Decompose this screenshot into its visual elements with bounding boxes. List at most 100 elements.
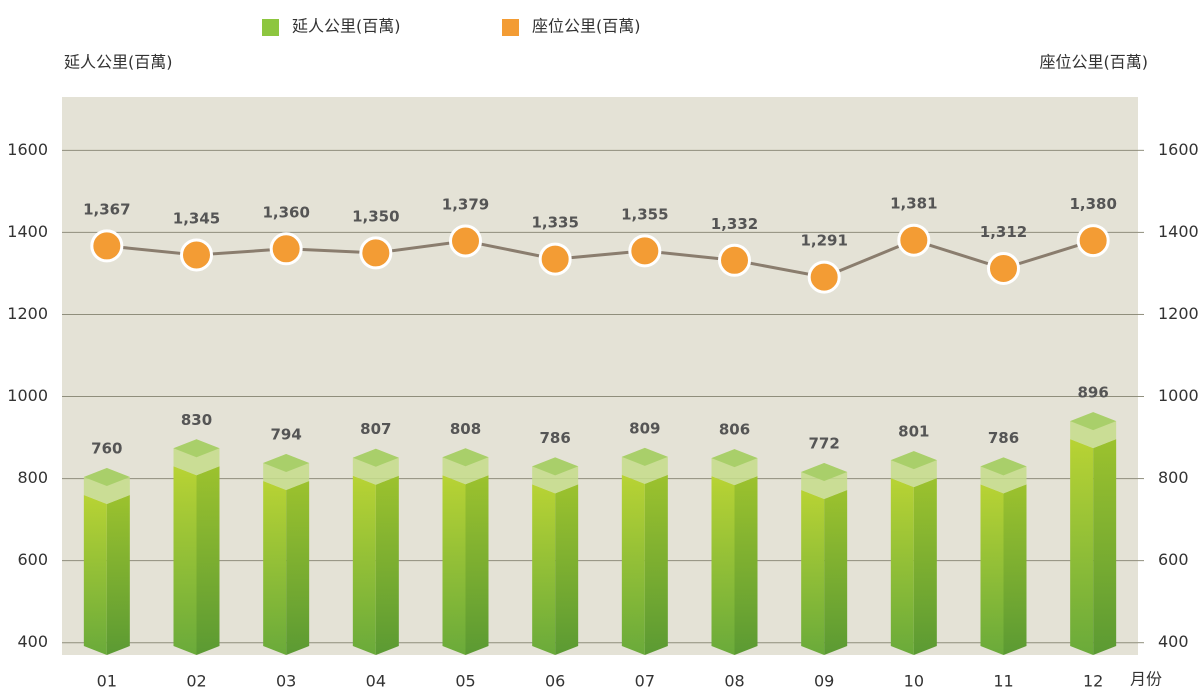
point xyxy=(90,229,124,263)
data-label: 794 xyxy=(271,426,302,444)
y2-tick-label: 800 xyxy=(1158,468,1189,487)
data-label: 1,379 xyxy=(442,196,489,214)
x-tick-label: 08 xyxy=(724,672,744,689)
bar-cap-top xyxy=(980,457,1027,476)
legend-swatch xyxy=(502,19,519,36)
bar-right xyxy=(375,475,399,655)
bar-cap-top xyxy=(442,448,489,467)
y-tick-label: 1000 xyxy=(7,386,48,405)
bar-left xyxy=(352,475,376,655)
data-label: 760 xyxy=(91,439,122,457)
bar-cap-top xyxy=(83,467,130,486)
x-tick-label: 02 xyxy=(186,672,206,689)
point xyxy=(987,252,1020,286)
data-label: 1,335 xyxy=(531,214,578,232)
bar-cap-top xyxy=(263,454,310,473)
bar xyxy=(173,439,220,655)
bar-left xyxy=(1070,439,1094,655)
bar-cap-top xyxy=(1070,412,1117,431)
bar-cap-top xyxy=(801,463,848,482)
y2-axis-label: 座位公里(百萬) xyxy=(1040,53,1149,72)
legend-swatch xyxy=(262,19,279,36)
x-tick-label: 12 xyxy=(1083,672,1103,689)
point xyxy=(538,242,572,276)
bar-cap-top xyxy=(621,447,668,466)
y-tick-label: 400 xyxy=(17,632,48,651)
bar-left xyxy=(442,475,466,655)
data-label: 1,291 xyxy=(800,232,847,250)
point xyxy=(897,223,931,257)
data-label: 896 xyxy=(1078,384,1109,402)
bar xyxy=(352,448,399,655)
x-axis-label: 月份 xyxy=(1130,670,1162,689)
bar-left xyxy=(980,484,1004,655)
bar xyxy=(442,448,489,655)
data-label: 801 xyxy=(898,423,929,441)
y2-tick-label: 600 xyxy=(1158,550,1189,569)
bar-cap-top xyxy=(532,457,579,476)
bar-cap-top xyxy=(711,449,758,468)
y2-tick-label: 1000 xyxy=(1158,386,1199,405)
bar xyxy=(263,454,310,655)
legend-label: 座位公里(百萬) xyxy=(532,17,641,36)
x-tick-label: 01 xyxy=(97,672,117,689)
bar-left xyxy=(801,490,825,655)
y-tick-label: 1400 xyxy=(7,222,48,241)
x-tick-label: 06 xyxy=(545,672,565,689)
bar-left xyxy=(173,466,197,655)
bar-right xyxy=(1003,484,1027,655)
bar-right xyxy=(824,490,848,655)
point xyxy=(807,260,841,294)
y2-tick-label: 1400 xyxy=(1158,222,1199,241)
bar-left xyxy=(621,474,645,655)
y-axis-label: 延人公里(百萬) xyxy=(64,53,173,72)
bar xyxy=(532,457,579,655)
point xyxy=(449,224,482,258)
y-tick-label: 800 xyxy=(17,468,48,487)
x-tick-label: 11 xyxy=(993,672,1013,689)
bar-right xyxy=(644,474,668,655)
y-tick-label: 600 xyxy=(17,550,48,569)
y-tick-label: 1200 xyxy=(7,304,48,323)
bar xyxy=(890,451,937,655)
bar-right xyxy=(106,494,130,655)
data-label: 1,367 xyxy=(83,200,130,218)
bar xyxy=(980,457,1027,655)
point xyxy=(180,238,213,272)
point xyxy=(718,243,751,277)
bar-cap-top xyxy=(173,439,220,458)
bar xyxy=(801,463,848,655)
data-label: 808 xyxy=(450,420,481,438)
x-tick-label: 03 xyxy=(276,672,296,689)
x-tick-label: 07 xyxy=(635,672,655,689)
data-label: 1,360 xyxy=(262,203,309,221)
bar-cap-top xyxy=(890,451,937,470)
data-label: 786 xyxy=(540,429,571,447)
point xyxy=(1076,224,1110,258)
bar xyxy=(711,449,758,655)
bar-right xyxy=(555,484,579,655)
bar-right xyxy=(286,481,310,655)
data-label: 807 xyxy=(360,420,391,438)
legend-label: 延人公里(百萬) xyxy=(292,17,401,36)
bar-left xyxy=(263,481,287,655)
data-label: 1,355 xyxy=(621,205,668,223)
bar-cap-top xyxy=(352,448,399,467)
data-label: 806 xyxy=(719,421,750,439)
bar-left xyxy=(890,478,914,655)
data-label: 786 xyxy=(988,429,1019,447)
data-label: 1,350 xyxy=(352,207,399,225)
bar-right xyxy=(1093,439,1117,655)
data-label: 809 xyxy=(629,419,660,437)
bar xyxy=(83,467,130,655)
bar-left xyxy=(83,494,107,655)
point xyxy=(359,236,393,270)
point xyxy=(628,234,662,268)
bar-right xyxy=(465,475,489,655)
bar-left xyxy=(532,484,556,655)
plot-area xyxy=(62,97,1138,655)
data-label: 1,312 xyxy=(980,223,1027,241)
bar-right xyxy=(913,478,937,655)
data-label: 1,381 xyxy=(890,195,937,213)
data-label: 1,345 xyxy=(173,209,220,227)
